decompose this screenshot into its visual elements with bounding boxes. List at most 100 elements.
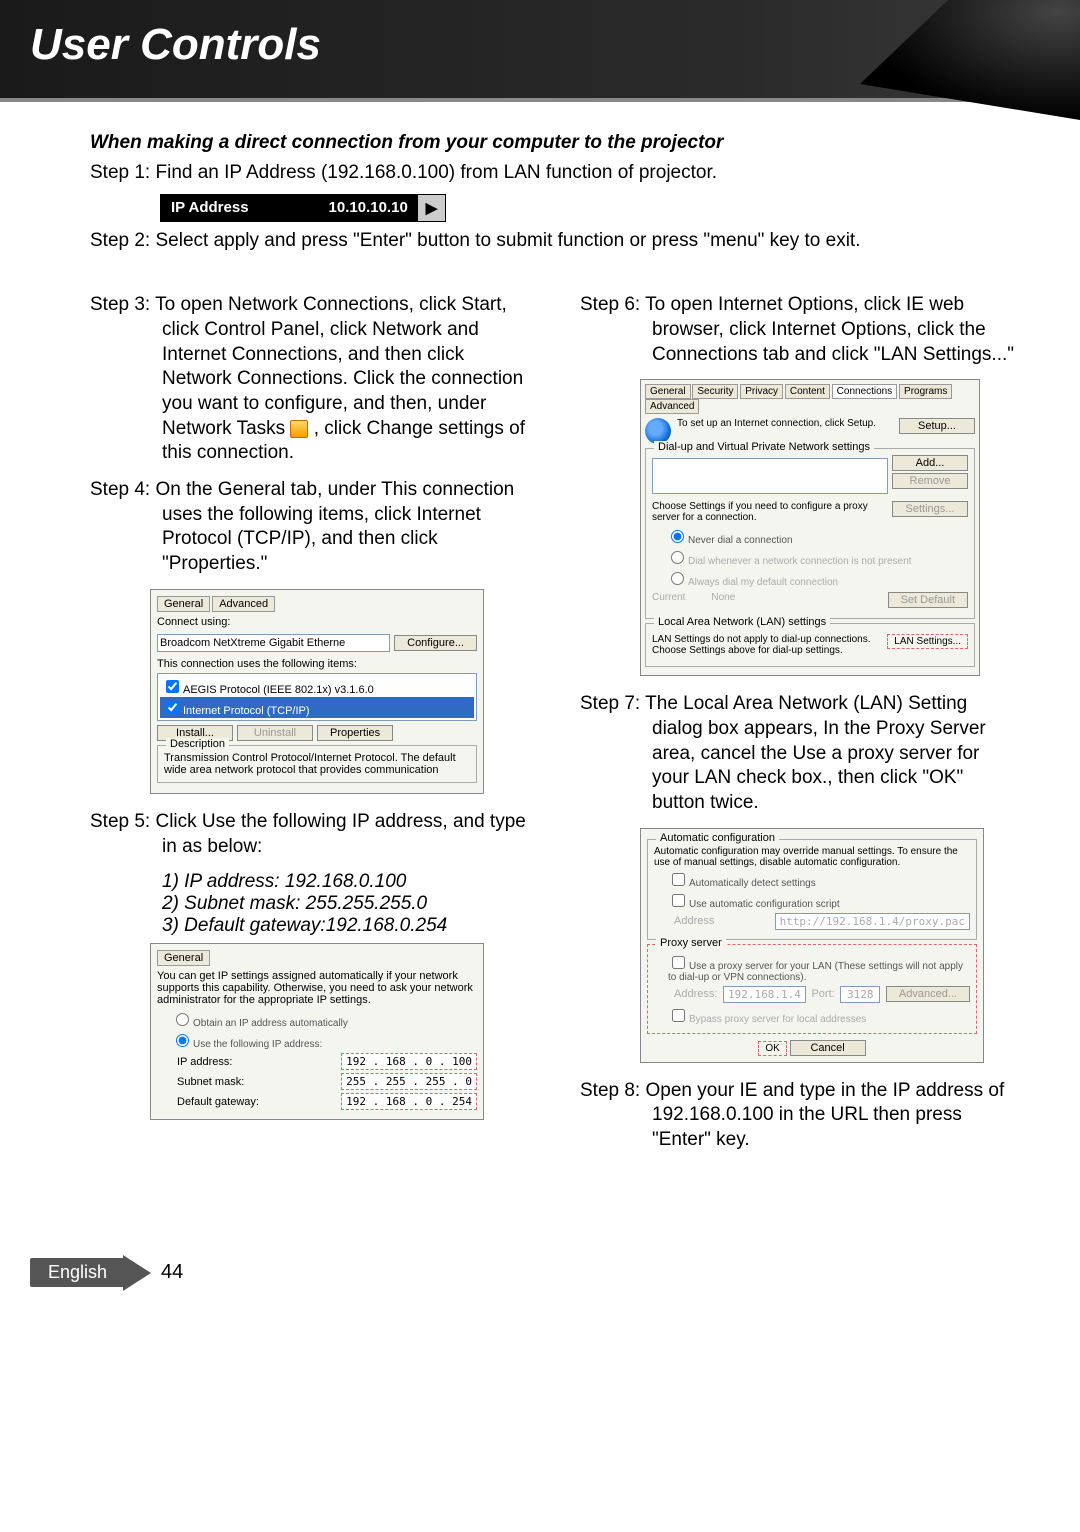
tab[interactable]: Advanced [645, 399, 699, 414]
network-task-icon [290, 420, 308, 438]
description-legend: Description [166, 738, 229, 750]
ip-address-label: IP address: [177, 1056, 232, 1068]
radio-auto[interactable] [176, 1013, 189, 1026]
lan-legend: Local Area Network (LAN) settings [654, 616, 830, 628]
adapter-name: Broadcom NetXtreme Gigabit Etherne [160, 637, 345, 649]
connect-using-label: Connect using: [157, 616, 477, 628]
ip-address-bar: IP Address 10.10.10.10 ▶ [160, 194, 446, 222]
tab-connections[interactable]: Connections [832, 384, 898, 399]
tab[interactable]: Programs [899, 384, 952, 399]
ip-label: IP Address [161, 195, 319, 220]
tcpip-properties-dialog: General You can get IP settings assigned… [150, 943, 484, 1120]
checkbox-icon[interactable] [166, 680, 179, 693]
gateway-input[interactable]: 192 . 168 . 0 . 254 [341, 1093, 477, 1110]
step3-block: Step 3: To open Network Connections, cli… [90, 293, 530, 466]
ip-address-input[interactable]: 192 . 168 . 0 . 100 [341, 1053, 477, 1070]
list-item: AEGIS Protocol (IEEE 802.1x) v3.1.6.0 [160, 676, 474, 697]
uses-items-label: This connection uses the following items… [157, 658, 477, 670]
properties-button[interactable]: Properties [317, 725, 393, 741]
autoconfig-text: Automatic configuration may override man… [654, 846, 970, 868]
step8-text: Step 8: Open your IE and type in the IP … [580, 1079, 1020, 1153]
footer-triangle-icon [123, 1255, 151, 1291]
step5-line1: 1) IP address: 192.168.0.100 [90, 871, 530, 893]
tab[interactable]: Privacy [740, 384, 783, 399]
proxy-port-label: Port: [811, 988, 834, 1000]
description-text: Transmission Control Protocol/Internet P… [164, 752, 470, 776]
current-none: None [691, 592, 881, 603]
tab-general[interactable]: General [157, 950, 210, 966]
script-addr-label: Address [674, 915, 714, 927]
step2-text: Step 2: Select apply and press "Enter" b… [90, 228, 1020, 254]
set-default-button[interactable]: Set Default [888, 592, 968, 608]
step1-text: Step 1: Find an IP Address (192.168.0.10… [90, 160, 1020, 186]
uninstall-button[interactable]: Uninstall [237, 725, 313, 741]
ok-button[interactable]: OK [758, 1041, 786, 1056]
tab[interactable]: Content [785, 384, 830, 399]
proxy-legend: Proxy server [656, 937, 726, 949]
lan-fieldset: Local Area Network (LAN) settings LAN Se… [645, 623, 975, 667]
configure-button[interactable]: Configure... [394, 635, 477, 651]
dialup-list [652, 458, 888, 494]
script-addr-input[interactable]: http://192.168.1.4/proxy.pac [775, 913, 970, 930]
cancel-button[interactable]: Cancel [790, 1040, 866, 1056]
autoconfig-fieldset: Automatic configuration Automatic config… [647, 839, 977, 940]
lan-text: LAN Settings do not apply to dial-up con… [652, 634, 881, 656]
radio-manual[interactable] [176, 1034, 189, 1047]
lan-settings-dialog: Automatic configuration Automatic config… [640, 828, 984, 1063]
radio-never[interactable] [671, 530, 684, 543]
io-tabs: General Security Privacy Content Connect… [645, 384, 975, 414]
step5-lead: Step 5: Click Use the following IP addre… [90, 810, 530, 859]
setup-text: To set up an Internet connection, click … [677, 418, 893, 429]
current-label: Current [652, 592, 685, 603]
dialup-fieldset: Dial-up and Virtual Private Network sett… [645, 448, 975, 619]
proxy-port-input[interactable]: 3128 [840, 986, 880, 1003]
proxy-fieldset: Proxy server Use a proxy server for your… [647, 944, 977, 1034]
ip-value: 10.10.10.10 [319, 195, 418, 220]
nic-properties-dialog: General Advanced Connect using: Broadcom… [150, 589, 484, 794]
settings-button[interactable]: Settings... [892, 501, 968, 517]
proxy-addr-label: Address: [674, 988, 717, 1000]
remove-button[interactable]: Remove [892, 473, 968, 489]
setup-button[interactable]: Setup... [899, 418, 975, 434]
lan-settings-button[interactable]: LAN Settings... [887, 634, 968, 649]
tab[interactable]: Security [692, 384, 738, 399]
page-content: When making a direct connection from you… [0, 102, 1080, 1175]
right-column: Step 6: To open Internet Options, click … [580, 293, 1020, 1165]
proxy-addr-input[interactable]: 192.168.1.4 [723, 986, 806, 1003]
chk-script[interactable] [672, 894, 685, 907]
radio-always[interactable] [671, 572, 684, 585]
step7-text: Step 7: The Local Area Network (LAN) Set… [580, 692, 1020, 815]
checkbox-icon[interactable] [166, 701, 179, 714]
protocol-list: AEGIS Protocol (IEEE 802.1x) v3.1.6.0 In… [157, 673, 477, 721]
tab[interactable]: General [645, 384, 691, 399]
add-button[interactable]: Add... [892, 455, 968, 471]
description-fieldset: Description Transmission Control Protoco… [157, 745, 477, 783]
subnet-input[interactable]: 255 . 255 . 255 . 0 [341, 1073, 477, 1090]
step4-text: Step 4: On the General tab, under This c… [90, 478, 530, 577]
tab-advanced[interactable]: Advanced [212, 596, 275, 612]
tab-general[interactable]: General [157, 596, 210, 612]
footer-language: English [30, 1258, 125, 1287]
chk-detect[interactable] [672, 873, 685, 886]
chk-proxy[interactable] [672, 956, 685, 969]
autoconfig-legend: Automatic configuration [656, 832, 779, 844]
advanced-button[interactable]: Advanced... [886, 986, 970, 1002]
page-header: User Controls [0, 0, 1080, 102]
step5-line2: 2) Subnet mask: 255.255.255.0 [90, 893, 530, 915]
arrow-icon: ▶ [418, 195, 446, 221]
list-item-selected: Internet Protocol (TCP/IP) [160, 697, 474, 718]
step5-line3: 3) Default gateway:192.168.0.254 [90, 915, 530, 937]
internet-options-dialog: General Security Privacy Content Connect… [640, 379, 980, 676]
page-footer: English 44 [0, 1255, 1080, 1331]
left-column: Step 3: To open Network Connections, cli… [90, 293, 530, 1165]
two-column-layout: Step 3: To open Network Connections, cli… [90, 293, 1020, 1165]
radio-dialwhen[interactable] [671, 551, 684, 564]
tcpip-blurb: You can get IP settings assigned automat… [157, 970, 477, 1006]
gateway-label: Default gateway: [177, 1096, 259, 1108]
dialup-legend: Dial-up and Virtual Private Network sett… [654, 441, 874, 453]
choose-settings-text: Choose Settings if you need to configure… [652, 501, 886, 523]
nic-tabs: General Advanced [157, 596, 477, 612]
step6-text: Step 6: To open Internet Options, click … [580, 293, 1020, 367]
subnet-label: Subnet mask: [177, 1076, 244, 1088]
chk-bypass[interactable] [672, 1009, 685, 1022]
